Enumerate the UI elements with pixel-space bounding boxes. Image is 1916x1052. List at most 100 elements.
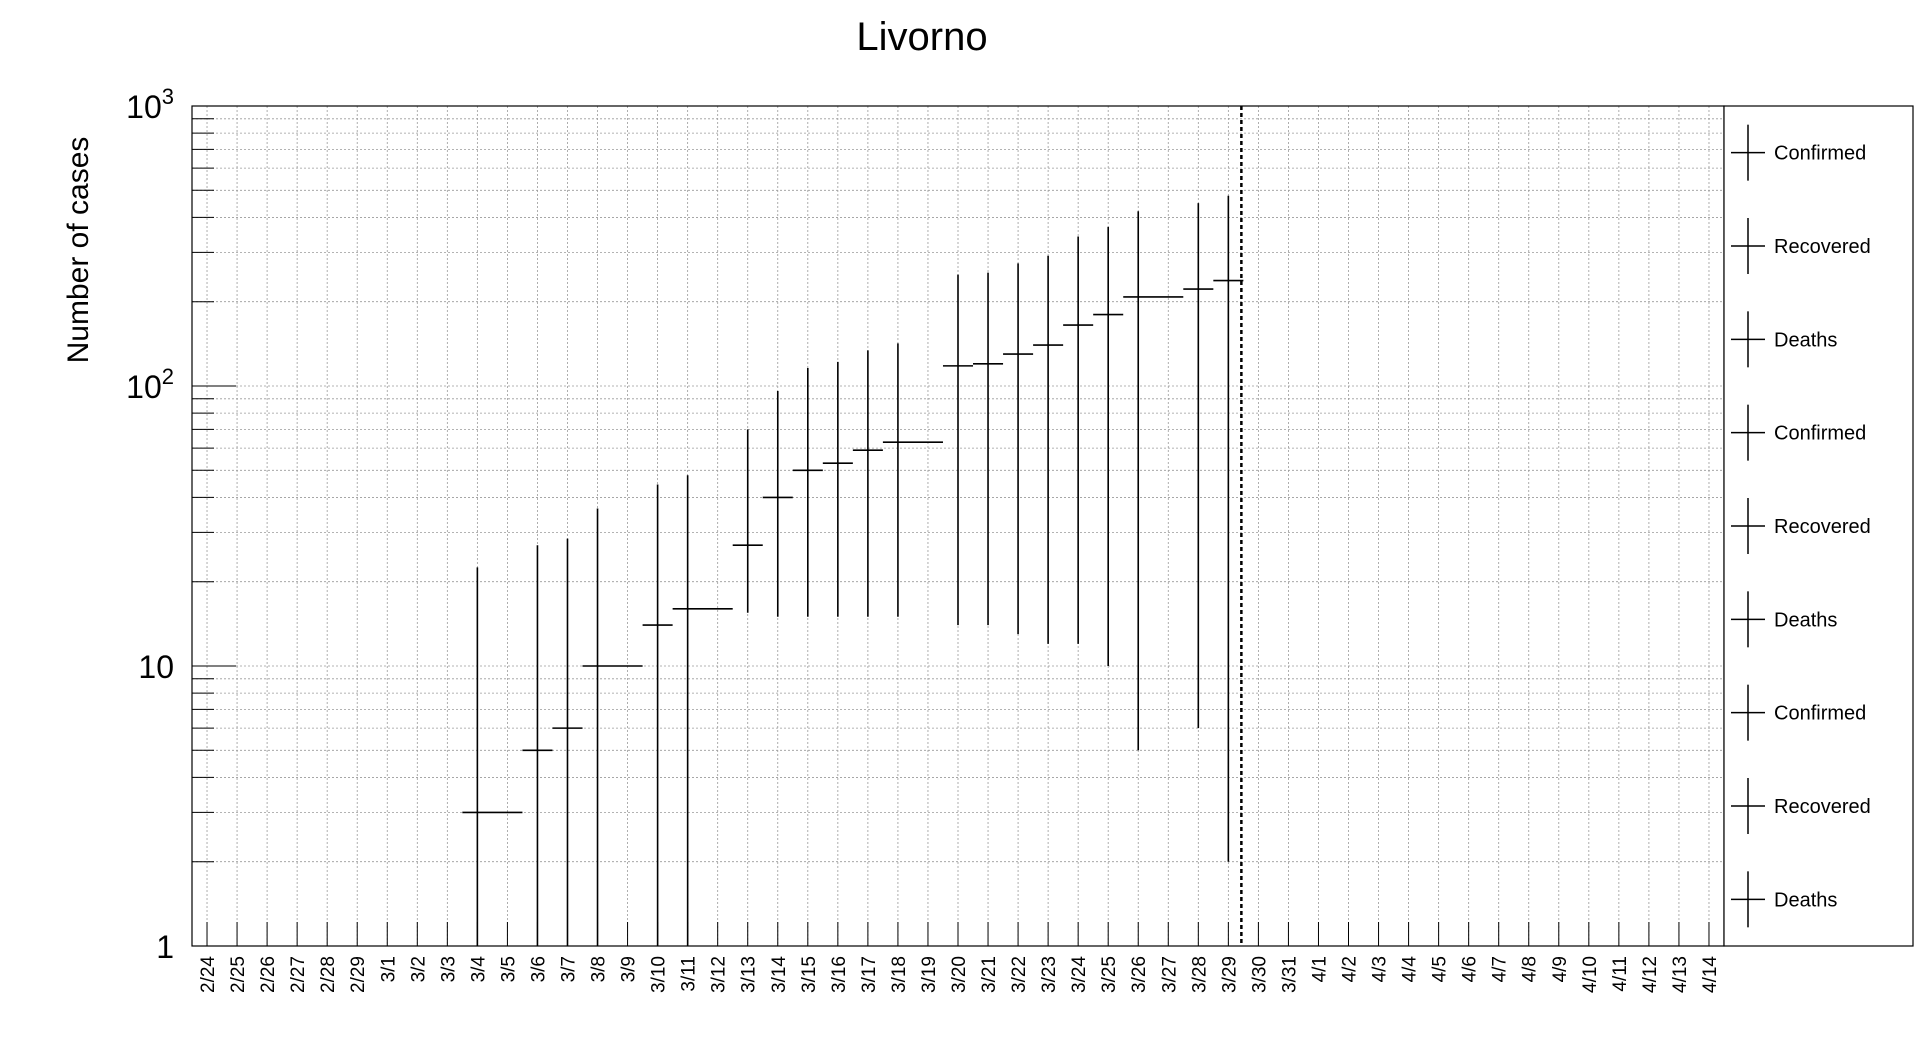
data-point: [642, 484, 673, 946]
x-tick-label: 3/23: [1039, 956, 1060, 993]
x-tick-label: 2/26: [258, 956, 279, 993]
x-tick-label: 3/25: [1099, 956, 1120, 993]
data-point: [1123, 211, 1184, 751]
x-tick-label: 3/17: [859, 956, 880, 993]
x-tick-label: 4/13: [1670, 956, 1691, 993]
x-tick-label: 3/27: [1159, 956, 1180, 993]
x-tick-label: 3/15: [799, 956, 820, 993]
x-tick-label: 2/27: [288, 956, 309, 993]
data-point: [1063, 236, 1094, 644]
x-tick-label: 4/6: [1460, 956, 1481, 982]
x-tick-label: 3/28: [1189, 956, 1210, 993]
x-tick-label: 3/14: [769, 956, 790, 993]
legend-entry: Confirmed: [1731, 404, 1866, 461]
data-point: [1183, 203, 1214, 729]
x-tick-label: 4/12: [1640, 956, 1661, 993]
legend-label: Recovered: [1774, 516, 1871, 538]
x-tick-label: 4/5: [1430, 956, 1451, 982]
x-tick-label: 3/20: [949, 956, 970, 993]
legend-entry: Confirmed: [1731, 684, 1866, 741]
data-point: [462, 567, 523, 946]
y-tick-label: 10: [138, 649, 174, 685]
x-tick-label: 3/24: [1069, 956, 1090, 993]
legend-entry: Recovered: [1731, 218, 1871, 274]
data-point: [1033, 255, 1064, 644]
data-point: [973, 272, 1004, 626]
x-tick-label: 2/29: [348, 956, 369, 993]
x-tick-label: 3/22: [1009, 956, 1030, 993]
legend-entry: Deaths: [1731, 311, 1837, 368]
x-tick-label: 2/28: [318, 956, 339, 993]
legend-entry: Deaths: [1731, 871, 1837, 928]
legend-label: Recovered: [1774, 796, 1871, 818]
x-tick-label: 3/13: [739, 956, 760, 993]
x-tick-label: 3/29: [1219, 956, 1240, 993]
legend-label: Deaths: [1774, 889, 1837, 911]
y-tick-label: 102: [126, 364, 174, 405]
x-tick-label: 3/8: [589, 956, 610, 982]
data-series: [462, 195, 1244, 946]
data-point: [522, 545, 553, 946]
x-tick-label: 4/3: [1370, 956, 1391, 982]
x-tick-label: 3/1: [378, 956, 399, 982]
x-tick-label: 4/9: [1550, 956, 1571, 982]
x-tick-label: 4/1: [1309, 956, 1330, 982]
legend-label: Confirmed: [1774, 423, 1866, 445]
data-point: [822, 361, 853, 617]
legend-entry: Recovered: [1731, 498, 1871, 554]
data-point: [552, 538, 583, 946]
data-point: [1093, 226, 1124, 666]
x-tick-label: 3/19: [919, 956, 940, 993]
x-tick-label: 3/10: [649, 956, 670, 993]
legend-entry: Recovered: [1731, 778, 1871, 834]
x-tick-label: 3/12: [709, 956, 730, 993]
x-tick-label: 4/4: [1400, 956, 1421, 983]
legend-label: Deaths: [1774, 609, 1837, 631]
data-point: [852, 350, 883, 617]
x-tick-label: 2/24: [198, 956, 219, 993]
x-tick-label: 4/11: [1610, 956, 1631, 992]
legend-entry: Confirmed: [1731, 124, 1866, 181]
x-tick-label: 3/6: [528, 956, 549, 982]
legend-label: Recovered: [1774, 236, 1871, 258]
x-tick-label: 3/21: [979, 956, 1000, 993]
x-tick-label: 4/2: [1340, 956, 1361, 982]
x-tick-label: 3/2: [408, 956, 429, 982]
data-point: [792, 367, 823, 617]
data-point: [582, 508, 643, 946]
x-tick-label: 3/4: [468, 956, 489, 983]
legend-entry: Deaths: [1731, 591, 1837, 648]
x-tick-label: 4/10: [1580, 956, 1601, 993]
legend-label: Deaths: [1774, 329, 1837, 351]
x-tick-label: 4/14: [1700, 956, 1721, 993]
x-tick-label: 3/18: [889, 956, 910, 993]
x-tick-label: 2/25: [228, 956, 249, 993]
x-tick-label: 3/11: [679, 956, 700, 992]
y-axis-label: Number of cases: [62, 137, 95, 364]
legend-label: Confirmed: [1774, 703, 1866, 725]
data-point: [942, 274, 974, 626]
x-tick-label: 3/9: [619, 956, 640, 982]
x-tick-label: 4/8: [1520, 956, 1541, 982]
data-point: [672, 475, 733, 946]
data-point: [1213, 195, 1244, 862]
data-point: [732, 429, 763, 613]
legend: Confirmed Recovered Deaths Confirmed Recover…: [1723, 105, 1914, 947]
x-tick-label: 3/7: [558, 956, 579, 982]
x-tick-label: 3/16: [829, 956, 850, 993]
x-tick-label: 3/26: [1129, 956, 1150, 993]
x-tick-label: 3/31: [1279, 956, 1300, 993]
x-tick-label: 3/3: [438, 956, 459, 982]
chart-title: Livorno: [856, 15, 987, 59]
data-point: [762, 390, 793, 617]
x-tick-label: 3/30: [1249, 956, 1270, 993]
x-tick-label: 4/7: [1490, 956, 1511, 982]
legend-label: Confirmed: [1774, 143, 1866, 165]
data-point: [882, 343, 943, 617]
x-tick-label: 3/5: [498, 956, 519, 982]
data-point: [1003, 263, 1034, 635]
y-tick-label: 103: [126, 84, 174, 125]
